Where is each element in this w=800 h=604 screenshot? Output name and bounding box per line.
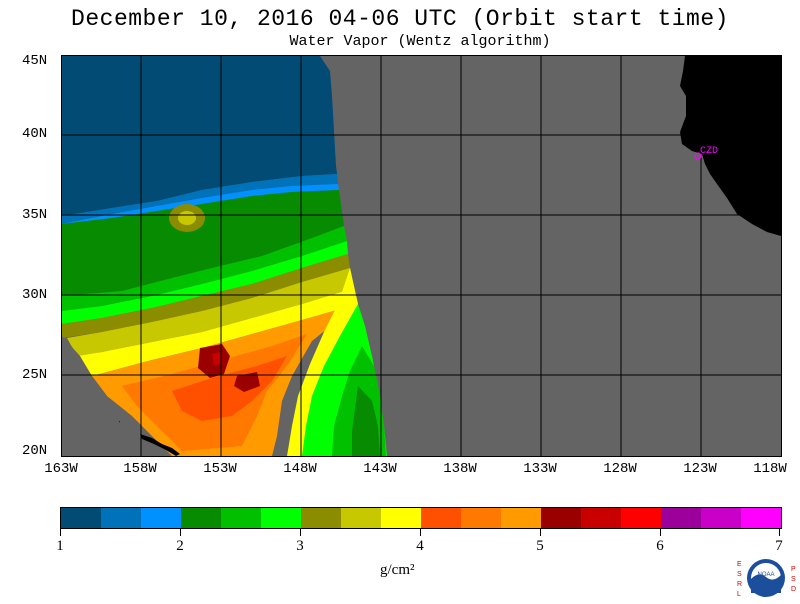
station-marker bbox=[694, 152, 702, 160]
lon-label: 118W bbox=[753, 461, 787, 477]
colorbar-segment bbox=[621, 508, 661, 528]
colorbar-segment bbox=[541, 508, 581, 528]
colorbar-tick bbox=[180, 529, 181, 536]
colorbar-units: g/cm² bbox=[380, 562, 415, 578]
lat-label: 20N bbox=[22, 443, 48, 459]
colorbar-tick bbox=[540, 529, 541, 536]
colorbar-tick bbox=[60, 529, 61, 536]
colorbar-tick bbox=[300, 529, 301, 536]
lon-label: 163W bbox=[44, 461, 78, 477]
lat-label: 40N bbox=[22, 126, 48, 142]
water-vapor-swath bbox=[62, 56, 387, 456]
colorbar-label: 7 bbox=[775, 538, 783, 554]
water-vapor-map bbox=[61, 55, 782, 457]
colorbar-label: 4 bbox=[416, 538, 424, 554]
colorbar-label: 6 bbox=[656, 538, 664, 554]
page-subtitle: Water Vapor (Wentz algorithm) bbox=[289, 33, 551, 50]
svg-text:S: S bbox=[737, 571, 742, 578]
noaa-logo: E S R L P S D NOAA bbox=[735, 557, 797, 599]
colorbar-segment bbox=[341, 508, 381, 528]
colorbar-tick bbox=[660, 529, 661, 536]
colorbar-segment bbox=[421, 508, 461, 528]
colorbar-segment bbox=[701, 508, 741, 528]
svg-text:L: L bbox=[737, 591, 741, 598]
colorbar-segment bbox=[221, 508, 261, 528]
svg-text:D: D bbox=[791, 586, 796, 593]
land-mass bbox=[680, 56, 781, 236]
lon-label: 133W bbox=[523, 461, 557, 477]
colorbar-segment bbox=[581, 508, 621, 528]
lon-label: 143W bbox=[363, 461, 397, 477]
lat-label: 25N bbox=[22, 367, 48, 383]
colorbar-label: 1 bbox=[56, 538, 64, 554]
colorbar-segment bbox=[261, 508, 301, 528]
station-label: CZD bbox=[700, 146, 719, 157]
colorbar-segment bbox=[101, 508, 141, 528]
lon-label: 153W bbox=[203, 461, 237, 477]
lon-label: 128W bbox=[603, 461, 637, 477]
page-title: December 10, 2016 04-06 UTC (Orbit start… bbox=[71, 6, 729, 32]
lat-label: 45N bbox=[22, 53, 48, 69]
colorbar-label: 3 bbox=[296, 538, 304, 554]
colorbar-segment bbox=[741, 508, 781, 528]
lon-label: 158W bbox=[123, 461, 157, 477]
colorbar bbox=[60, 507, 782, 529]
colorbar-segment bbox=[381, 508, 421, 528]
lon-label: 138W bbox=[443, 461, 477, 477]
colorbar-label: 2 bbox=[176, 538, 184, 554]
colorbar-tick bbox=[779, 529, 780, 536]
lon-label: 123W bbox=[683, 461, 717, 477]
map-gridlines bbox=[62, 56, 781, 456]
svg-text:S: S bbox=[791, 576, 796, 583]
colorbar-segment bbox=[461, 508, 501, 528]
svg-text:R: R bbox=[737, 581, 742, 588]
colorbar-segment bbox=[181, 508, 221, 528]
lat-label: 35N bbox=[22, 207, 48, 223]
svg-text:P: P bbox=[791, 566, 796, 573]
colorbar-segment bbox=[61, 508, 101, 528]
colorbar-segment bbox=[661, 508, 701, 528]
colorbar-segment bbox=[501, 508, 541, 528]
colorbar-segment bbox=[301, 508, 341, 528]
lat-label: 30N bbox=[22, 287, 48, 303]
lon-label: 148W bbox=[283, 461, 317, 477]
colorbar-label: 5 bbox=[536, 538, 544, 554]
map-canvas bbox=[62, 56, 781, 456]
svg-text:E: E bbox=[737, 561, 742, 568]
svg-text:NOAA: NOAA bbox=[757, 572, 774, 578]
colorbar-tick bbox=[420, 529, 421, 536]
colorbar-segment bbox=[141, 508, 181, 528]
